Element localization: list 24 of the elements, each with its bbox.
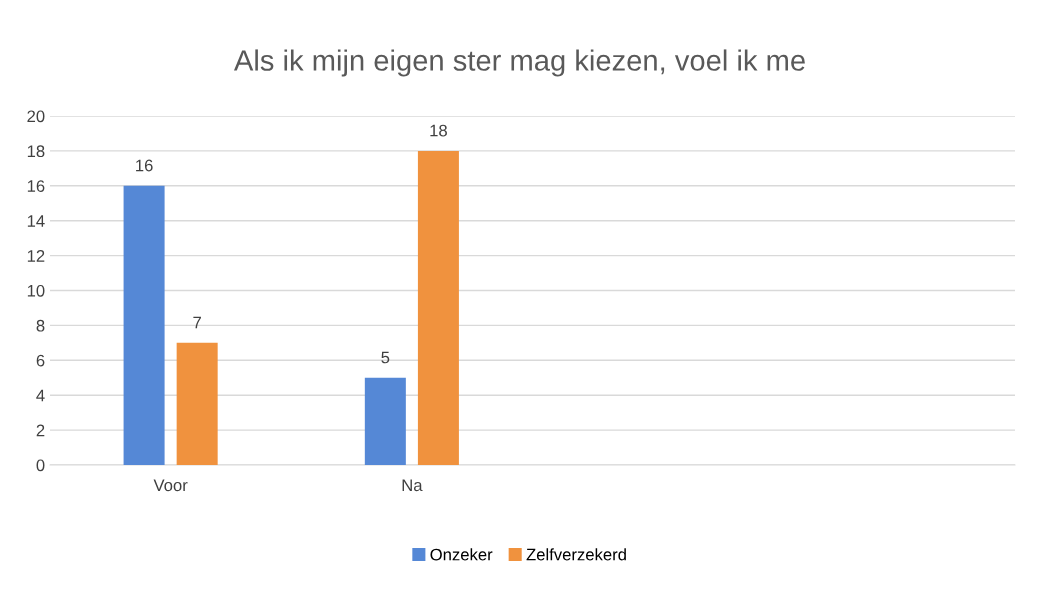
data-label: 5 — [381, 351, 390, 364]
x-tick-label: Na — [402, 479, 423, 492]
data-label: 7 — [193, 316, 201, 329]
y-tick-label: 18 — [27, 145, 45, 158]
y-tick-label: 12 — [27, 250, 45, 262]
y-tick-label: 10 — [27, 284, 45, 297]
y-tick-label: 0 — [36, 459, 45, 472]
chart-title: Als ik mijn eigen ster mag kiezen, voel ik me — [233, 49, 805, 77]
bar — [176, 342, 218, 465]
data-label: 18 — [430, 124, 447, 137]
bar — [123, 185, 165, 465]
y-tick-label: 14 — [27, 215, 45, 227]
x-tick-label: Voor — [153, 479, 188, 492]
y-tick-label: 2 — [36, 424, 45, 437]
bar — [417, 150, 459, 465]
y-tick-label: 4 — [36, 389, 45, 402]
y-tick-label: 8 — [36, 319, 45, 332]
y-tick-label: 6 — [36, 354, 45, 367]
y-tick-label: 20 — [27, 110, 45, 123]
legend-label: Onzeker — [430, 548, 493, 561]
data-label: 16 — [136, 159, 153, 172]
bar — [364, 377, 406, 465]
y-tick-label: 16 — [27, 180, 45, 192]
legend-label: Zelfverzekerd — [526, 548, 626, 561]
